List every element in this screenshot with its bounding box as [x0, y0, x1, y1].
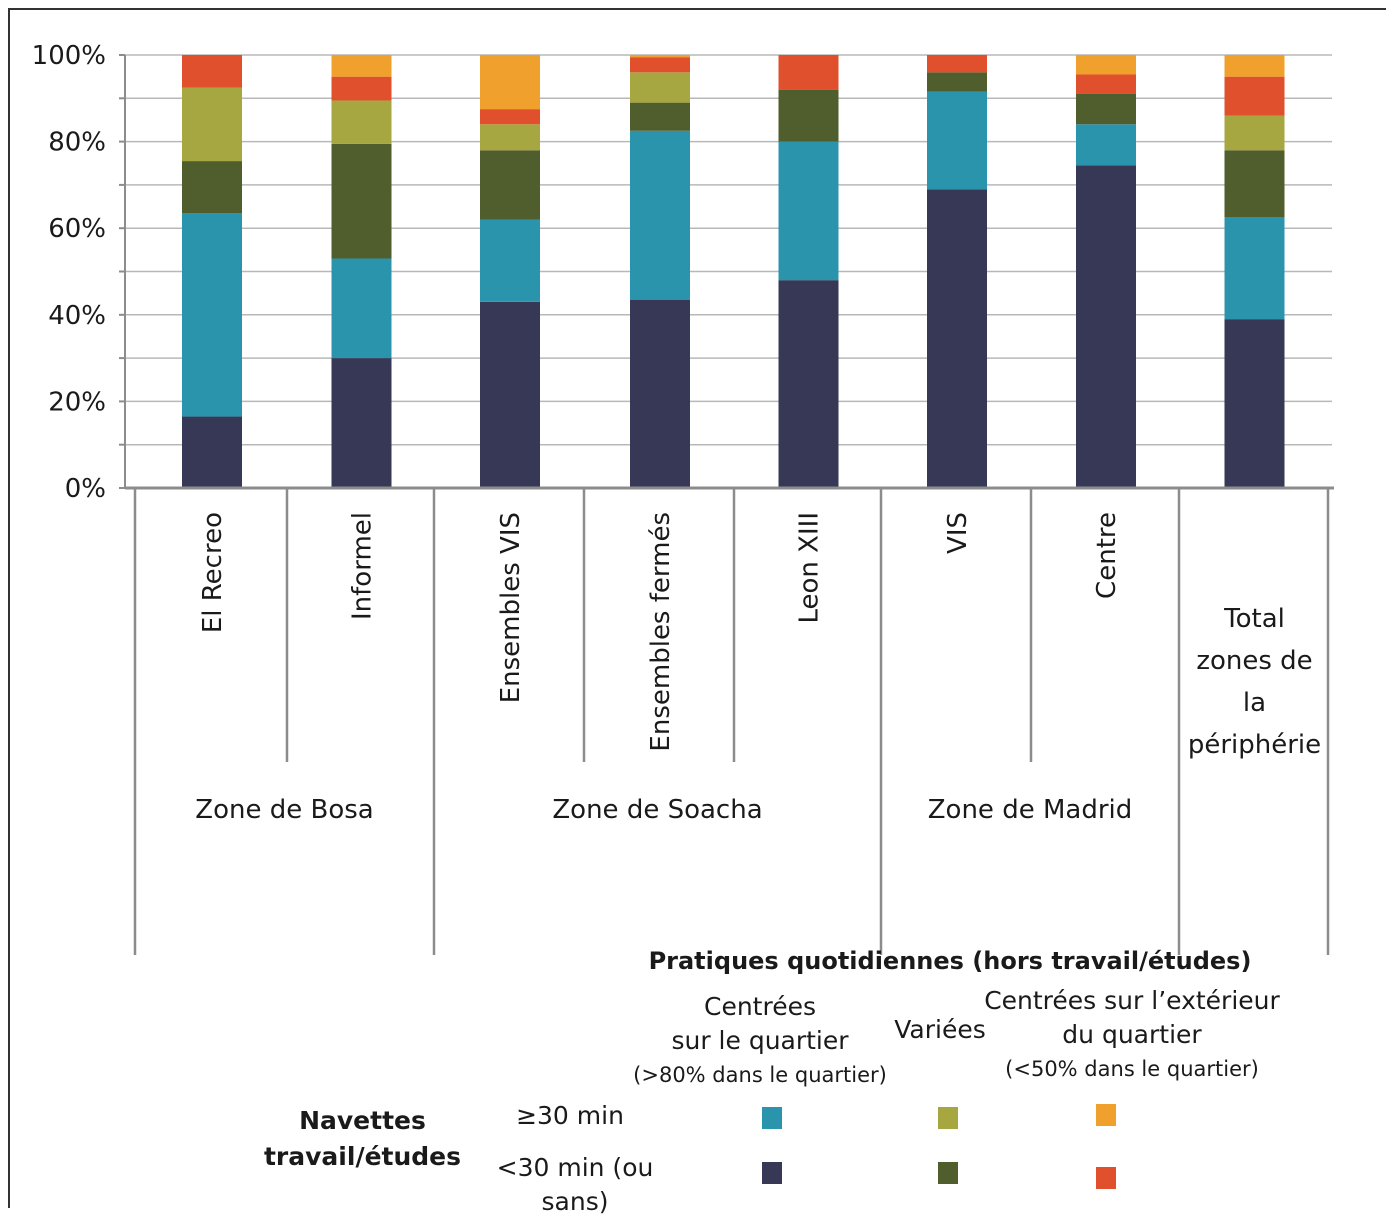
bar-segment-exterior_lt30: [778, 55, 839, 90]
legend-row-title-line1: Navettes: [299, 1106, 426, 1135]
bar-segment-varied_lt30: [480, 150, 540, 220]
y-tick-label: 20%: [48, 387, 106, 417]
y-tick-label: 100%: [32, 41, 106, 71]
bar-segment-varied_lt30: [927, 72, 987, 92]
bar-segment-centered_ge30: [630, 130, 690, 300]
x-category-label: Ensembles VIS: [496, 512, 526, 703]
legend-swatch-varied-lt30: [938, 1162, 958, 1184]
legend-col-varied: Variées: [894, 1015, 986, 1044]
bar-segment-centered_lt30: [331, 358, 392, 488]
x-category-label-total-line: zones de: [1196, 646, 1312, 676]
y-tick-label: 80%: [48, 128, 106, 158]
x-group-label: Zone de Bosa: [195, 795, 373, 825]
x-category-label-total-line: Total: [1223, 604, 1285, 634]
legend-col-centered: Centrées sur le quartier (>80% dans le q…: [610, 990, 910, 1092]
bar-segment-centered_ge30: [1224, 217, 1285, 320]
bar-segment-exterior_ge30: [630, 55, 690, 58]
x-category-label: El Recreo: [198, 512, 228, 633]
legend-swatch-centered-ge30: [762, 1107, 782, 1129]
bar-segment-exterior_lt30: [1076, 74, 1136, 94]
x-category-label: VIS: [943, 512, 973, 554]
bar-segment-centered_lt30: [182, 416, 242, 488]
legend-col-centered-note: (>80% dans le quartier): [633, 1063, 887, 1087]
y-tick-label: 40%: [48, 301, 106, 331]
x-category-label: Informel: [348, 512, 378, 620]
bar-segment-varied_ge30: [480, 124, 540, 151]
legend-swatch-exterior-ge30: [1096, 1104, 1116, 1126]
bar-segment-centered_lt30: [927, 189, 987, 489]
bar-segment-exterior_lt30: [331, 76, 392, 101]
bar-segment-centered_lt30: [480, 301, 540, 488]
bar-segment-exterior_lt30: [480, 109, 540, 125]
legend-col-centered-line2: sur le quartier: [671, 1026, 849, 1055]
x-group-label: Zone de Madrid: [928, 795, 1133, 825]
bar-segment-exterior_ge30: [1224, 55, 1285, 77]
bar-segment-exterior_ge30: [1076, 55, 1136, 75]
legend-row-lt30: <30 min (ou sans): [496, 1153, 654, 1216]
bar-segment-exterior_lt30: [1224, 76, 1285, 116]
legend-swatch-exterior-lt30: [1096, 1167, 1116, 1189]
legend-col-centered-line1: Centrées: [704, 992, 816, 1021]
x-category-label: Leon XIII: [795, 512, 825, 624]
x-category-label: Ensembles fermés: [646, 512, 676, 752]
legend-swatch-centered-lt30: [762, 1162, 782, 1184]
legend-col-exterior: Centrées sur l’extérieur du quartier (<5…: [972, 984, 1292, 1086]
bar-segment-centered_ge30: [331, 258, 392, 359]
bar-segment-varied_lt30: [1224, 150, 1285, 218]
bar-segment-varied_lt30: [778, 89, 839, 142]
bar-segment-exterior_ge30: [480, 55, 540, 110]
bar-segment-varied_ge30: [182, 87, 242, 162]
x-category-label-total-line: la: [1243, 688, 1266, 718]
bar-segment-varied_lt30: [182, 161, 242, 214]
bar-segment-exterior_lt30: [630, 57, 690, 73]
x-category-label: Centre: [1092, 512, 1122, 599]
bar-segment-centered_lt30: [778, 280, 839, 488]
bar-segment-varied_lt30: [331, 143, 392, 259]
y-tick-label: 0%: [65, 474, 106, 504]
legend-title: Pratiques quotidiennes (hors travail/étu…: [648, 947, 1252, 975]
bar-segment-centered_ge30: [927, 91, 987, 190]
bar-segment-varied_ge30: [331, 100, 392, 144]
bar-segment-centered_ge30: [778, 141, 839, 281]
bar-segment-centered_ge30: [480, 219, 540, 302]
legend-swatch-varied-ge30: [938, 1107, 958, 1129]
bar-segment-exterior_lt30: [182, 55, 242, 88]
x-category-label-total-line: périphérie: [1188, 730, 1321, 760]
legend-col-exterior-note: (<50% dans le quartier): [1005, 1057, 1259, 1081]
legend-col-exterior-line1: Centrées sur l’extérieur: [984, 986, 1280, 1015]
bar-segment-exterior_lt30: [927, 55, 987, 73]
bar-segment-centered_lt30: [1224, 319, 1285, 488]
x-group-label: Zone de Soacha: [552, 795, 762, 825]
bar-segment-centered_ge30: [182, 213, 242, 417]
bar-segment-centered_lt30: [1076, 165, 1136, 489]
legend-row-title-line2: travail/études: [263, 1142, 462, 1171]
bar-segment-varied_lt30: [630, 102, 690, 131]
y-tick-label: 60%: [48, 214, 106, 244]
bar-segment-varied_ge30: [1224, 115, 1285, 151]
bar-segment-centered_lt30: [630, 299, 690, 488]
bar-segment-centered_ge30: [1076, 124, 1136, 166]
stacked-bar-chart: 0% 20% 40% 60% 80% 100% El Recreo Informel Ensem…: [32, 41, 1334, 955]
legend-row-ge30: ≥30 min: [516, 1101, 624, 1130]
bar-segment-varied_ge30: [630, 72, 690, 103]
legend-row-title: Navettes travail/études: [250, 1103, 475, 1175]
chart-frame: [8, 8, 1386, 1208]
bar-segment-varied_lt30: [1076, 93, 1136, 125]
bar-segment-exterior_ge30: [331, 55, 392, 77]
legend-col-exterior-line2: du quartier: [1062, 1020, 1202, 1049]
